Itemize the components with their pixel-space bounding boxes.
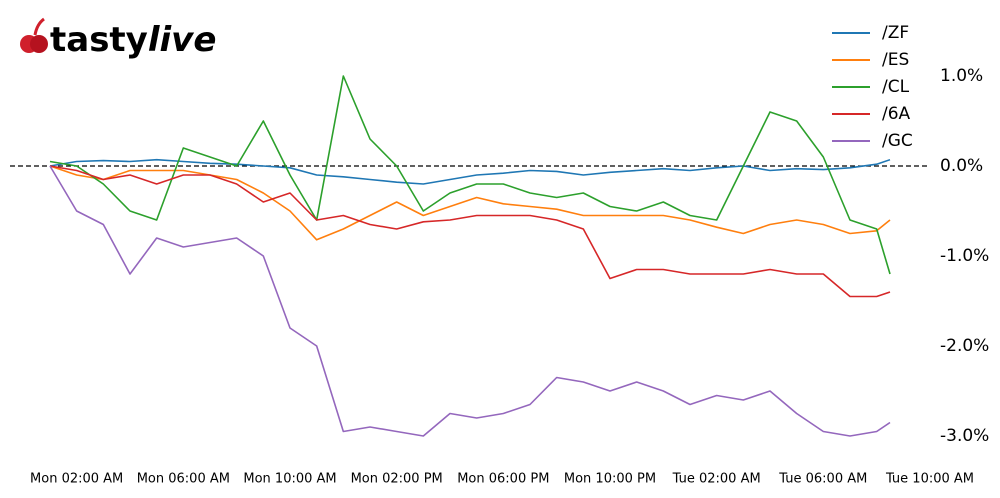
series-line bbox=[49, 165, 891, 298]
y-tick-label: 0.0% bbox=[940, 156, 983, 176]
logo-main: tasty bbox=[50, 20, 148, 60]
x-tick-label: Mon 10:00 PM bbox=[564, 472, 656, 487]
legend-label: /CL bbox=[882, 77, 910, 97]
logo-text: tastylive bbox=[50, 20, 216, 60]
x-tick-label: Mon 02:00 AM bbox=[30, 472, 123, 487]
x-tick-label: Mon 06:00 PM bbox=[457, 472, 549, 487]
logo-accent: live bbox=[148, 20, 217, 60]
x-tick-label: Mon 06:00 AM bbox=[137, 472, 230, 487]
logo-stem bbox=[33, 17, 45, 36]
series-line bbox=[49, 165, 891, 437]
y-tick-label: -1.0% bbox=[940, 246, 989, 266]
y-tick-label: -3.0% bbox=[940, 426, 989, 446]
legend-label: /ZF bbox=[882, 23, 909, 43]
legend-label: /6A bbox=[882, 104, 911, 124]
series-line bbox=[49, 165, 891, 241]
y-tick-label: 1.0% bbox=[940, 66, 983, 86]
legend-label: /GC bbox=[882, 131, 913, 151]
logo-cherry bbox=[30, 35, 48, 53]
x-tick-label: Mon 02:00 PM bbox=[351, 472, 443, 487]
x-tick-label: Tue 02:00 AM bbox=[672, 472, 761, 487]
x-tick-label: Tue 06:00 AM bbox=[778, 472, 867, 487]
x-tick-label: Tue 10:00 AM bbox=[885, 472, 974, 487]
legend-label: /ES bbox=[882, 50, 909, 70]
y-tick-label: -2.0% bbox=[940, 336, 989, 356]
x-tick-label: Mon 10:00 AM bbox=[243, 472, 336, 487]
logo: tastylive bbox=[20, 17, 216, 60]
series-line bbox=[49, 75, 891, 275]
series-line bbox=[49, 158, 891, 185]
